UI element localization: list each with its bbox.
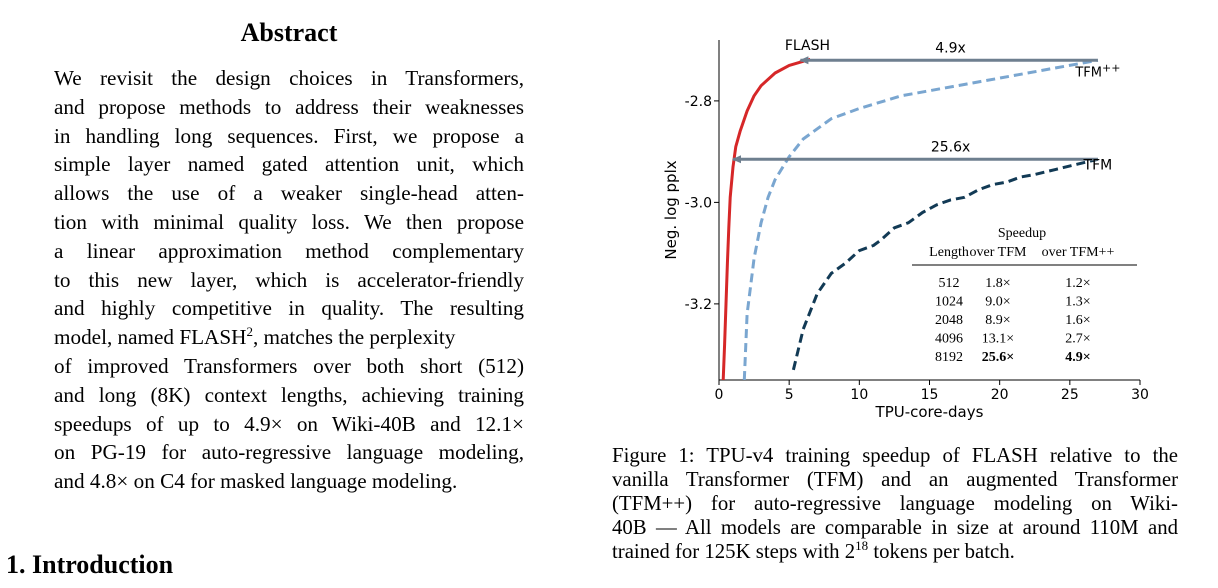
abstract-line: We revisit the design choices in Transfo… <box>54 66 524 90</box>
abstract-line: and 4.8× on C4 for masked language model… <box>54 469 458 494</box>
caption-line: vanilla Transformer (TFM) and an augment… <box>612 468 1178 491</box>
table-group-header: Speedup <box>998 226 1046 241</box>
caption-text-tail: tokens per batch. <box>868 540 1015 563</box>
table-cell: 8.9× <box>985 313 1010 328</box>
y-tick-label: -2.8 <box>685 94 712 110</box>
abstract-line: simple layer named gated attention unit,… <box>54 152 524 177</box>
abstract-line: a linear approximation method complement… <box>54 238 524 263</box>
speedup-table: Speedup Length over TFM over TFM++ 512 1.8× 1.… <box>912 226 1137 365</box>
x-tick-label: 20 <box>991 387 1009 403</box>
table-cell: 1.6× <box>1065 313 1090 328</box>
table-column-header: Length <box>929 245 969 260</box>
table-cell: 4.9× <box>1065 350 1090 365</box>
caption-exponent: 18 <box>855 538 869 554</box>
series-label-superscript: ++ <box>1102 61 1120 74</box>
series-line-tfm <box>791 157 1099 371</box>
series-label-text: TFM <box>1074 65 1102 80</box>
caption-text: trained for 125K steps with 2 <box>612 540 856 563</box>
speedup-arrow-label: 4.9x <box>935 41 966 57</box>
abstract-heading: Abstract <box>240 18 338 47</box>
figure-1-chart: 0 5 10 15 20 25 30 -3.2 -3.0 -2.8 TPU-core-days Neg… <box>662 38 1149 421</box>
y-tick-label: -3.2 <box>685 297 712 313</box>
introduction-heading: 1. Introduction <box>6 550 174 579</box>
x-axis-title: TPU-core-days <box>875 403 984 421</box>
chart-series <box>721 57 1099 380</box>
caption-line: 40B — All models are comparable in size … <box>612 516 1178 539</box>
abstract-line: allows the use of a weaker single-head a… <box>54 181 524 206</box>
x-tick-label: 25 <box>1061 387 1079 403</box>
abstract-line: and highly competitive in quality. The r… <box>54 296 524 321</box>
series-label-flash: FLASH <box>785 38 830 54</box>
abstract-line: to this new layer, which is accelerator-… <box>54 267 524 292</box>
table-cell: 1.3× <box>1065 295 1090 310</box>
x-tick-label: 10 <box>850 387 868 403</box>
x-tick-label: 15 <box>921 387 939 403</box>
table-column-header: over TFM <box>970 245 1027 260</box>
abstract-line: on PG-19 for auto-regressive language mo… <box>54 440 524 465</box>
table-cell: 13.1× <box>982 332 1014 347</box>
abstract-line-tail: , matches the perplexity <box>252 325 456 350</box>
table-cell: 2.7× <box>1065 332 1090 347</box>
table-cell: 1.8× <box>985 276 1010 291</box>
abstract-line-text: model, named FLASH <box>54 325 247 350</box>
abstract-line: in handling long sequences. First, we pr… <box>54 123 524 148</box>
table-cell: 4096 <box>935 332 963 347</box>
y-tick-label: -3.0 <box>685 195 712 211</box>
table-cell: 9.0× <box>985 295 1010 310</box>
abstract-line: and propose methods to address their wea… <box>54 94 524 119</box>
abstract-body: We revisit the design choices in Transfo… <box>54 64 524 496</box>
table-cell: 1.2× <box>1065 276 1090 291</box>
figure-caption: Figure 1: TPU-v4 training speedup of FLA… <box>612 444 1178 564</box>
table-column-header: over TFM++ <box>1042 245 1115 260</box>
abstract-line: model, named FLASH2, matches the perplex… <box>54 323 524 352</box>
table-cell: 2048 <box>935 313 963 328</box>
series-label-tfm: TFM <box>1083 157 1113 173</box>
x-tick-label: 0 <box>715 387 724 403</box>
chart-arrows <box>732 56 1098 164</box>
table-cell: 512 <box>939 276 960 291</box>
table-cell: 8192 <box>935 350 963 365</box>
caption-line: (TFM++) for auto-regressive language mod… <box>612 492 1178 515</box>
series-label-tfmplus: TFM++ <box>1074 61 1120 80</box>
series-line-tfmplusplus <box>742 58 1099 380</box>
speedup-arrow-label: 25.6x <box>931 140 970 156</box>
abstract-line: and long (8K) context lengths, achieving… <box>54 382 524 407</box>
abstract-line: of improved Transformers over both short… <box>54 353 524 378</box>
series-line-flash <box>721 57 811 380</box>
footnote-marker: 2 <box>246 324 253 340</box>
chart-axes: 0 5 10 15 20 25 30 -3.2 -3.0 -2.8 TPU-core-days Neg… <box>662 40 1149 421</box>
x-tick-label: 5 <box>785 387 794 403</box>
caption-line: Figure 1: TPU-v4 training speedup of FLA… <box>612 444 1178 467</box>
x-tick-label: 30 <box>1131 387 1149 403</box>
y-axis-title: Neg. log pplx <box>662 160 680 259</box>
caption-line: trained for 125K steps with 218 tokens p… <box>612 538 1178 564</box>
table-cell: 1024 <box>935 295 963 310</box>
table-cell: 25.6× <box>982 350 1014 365</box>
abstract-line: tion with minimal quality loss. We then … <box>54 209 524 234</box>
abstract-line: speedups of up to 4.9× on Wiki-40B and 1… <box>54 411 524 436</box>
